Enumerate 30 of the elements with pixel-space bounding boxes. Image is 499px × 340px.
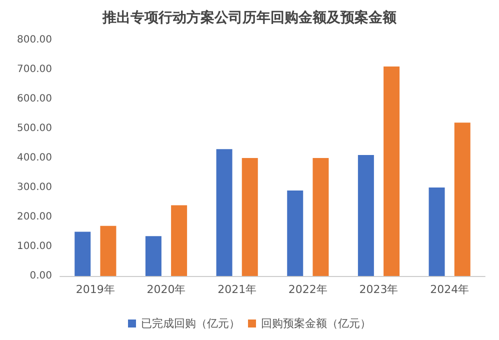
y-tick-label: 300.00	[17, 182, 52, 193]
bar	[454, 122, 470, 276]
chart-title: 推出专项行动方案公司历年回购金额及预案金额	[102, 9, 398, 26]
bar	[145, 236, 162, 276]
legend-label: 已完成回购（亿元）	[141, 317, 240, 330]
legend-label: 回购预案金额（亿元）	[261, 317, 371, 330]
bar	[74, 232, 91, 276]
y-tick-label: 0.00	[30, 270, 52, 282]
y-tick-label: 400.00	[17, 152, 52, 164]
bar	[358, 155, 374, 276]
x-tick-label: 2023年	[359, 283, 398, 296]
x-tick-label: 2020年	[146, 283, 186, 296]
y-tick-label: 700.00	[17, 64, 52, 75]
bar	[171, 205, 188, 276]
x-tick-label: 2022年	[288, 283, 328, 296]
bar	[242, 158, 258, 276]
bar	[216, 149, 232, 276]
x-tick-label: 2021年	[218, 283, 257, 296]
bar	[384, 66, 400, 276]
bar	[312, 158, 329, 276]
y-tick-label: 800.00	[17, 34, 52, 46]
y-tick-label: 600.00	[17, 94, 52, 104]
y-tick-label: 500.00	[17, 123, 52, 134]
y-tick-label: 200.00	[17, 212, 52, 222]
bar	[287, 190, 304, 276]
x-tick-label: 2024年	[430, 283, 470, 296]
bar	[428, 188, 445, 276]
bar	[100, 226, 116, 276]
x-tick-label: 2019年	[76, 283, 115, 296]
y-tick-label: 100.00	[17, 241, 52, 252]
